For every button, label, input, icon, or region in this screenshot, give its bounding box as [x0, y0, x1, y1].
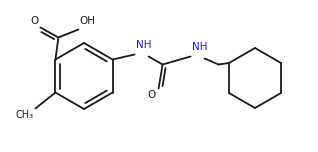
Text: OH: OH: [80, 17, 95, 26]
Text: NH: NH: [191, 43, 207, 52]
Text: O: O: [30, 16, 38, 26]
Text: NH: NH: [135, 40, 151, 50]
Text: CH₃: CH₃: [15, 111, 33, 121]
Text: O: O: [147, 90, 156, 100]
